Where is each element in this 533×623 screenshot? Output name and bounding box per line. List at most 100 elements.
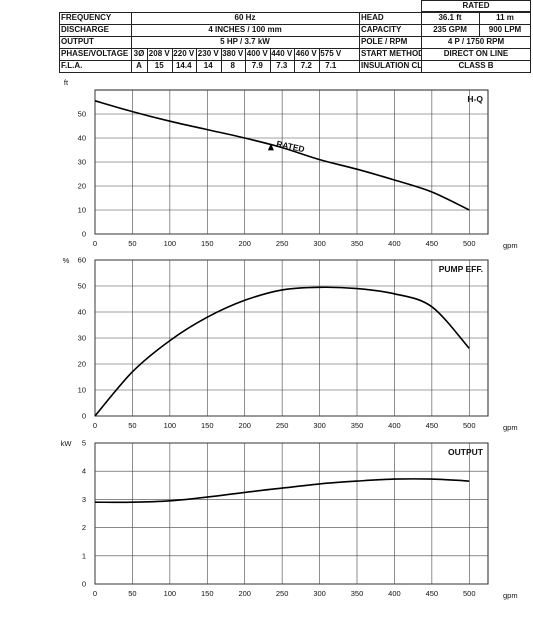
insulation-value: CLASS B	[458, 61, 494, 70]
fla-0: 15	[154, 61, 164, 70]
y-tick-label: 20	[78, 360, 86, 369]
x-axis-unit: gpm	[503, 423, 518, 432]
spec-row: DISCHARGE 4 INCHES / 100 mm CAPACITY 235 GP…	[59, 24, 531, 37]
cell-divider	[269, 48, 271, 60]
voltage-3: 380 V	[222, 49, 244, 58]
y-axis-unit: ft	[64, 78, 69, 87]
pole-label: POLE / RPM	[361, 37, 408, 46]
y-tick-label: 30	[78, 334, 86, 343]
x-tick-label: 150	[201, 239, 214, 248]
chart-title: OUTPUT	[448, 447, 484, 457]
cell-divider	[245, 60, 246, 72]
fla-unit: A	[136, 61, 142, 70]
y-tick-label: 3	[82, 495, 86, 504]
y-tick-label: 50	[78, 110, 86, 119]
x-tick-label: 250	[276, 589, 289, 598]
cell-divider	[59, 12, 60, 24]
y-tick-label: 4	[82, 467, 86, 476]
voltage-5: 440 V	[271, 49, 293, 58]
cell-divider	[196, 60, 197, 72]
x-tick-label: 450	[426, 589, 439, 598]
pole-value: 4 P / 1750 RPM	[447, 37, 505, 46]
x-tick-label: 300	[313, 239, 326, 248]
x-tick-label: 0	[93, 589, 97, 598]
cell-divider	[530, 36, 531, 48]
x-tick-label: 300	[313, 589, 326, 598]
x-tick-label: 250	[276, 239, 289, 248]
cell-divider	[359, 24, 360, 36]
x-tick-label: 0	[93, 239, 97, 248]
frequency-label: FREQUENCY	[61, 13, 112, 22]
voltage-4: 400 V	[246, 49, 268, 58]
rated-header: RATED	[421, 0, 531, 12]
frequency-value: 60 Hz	[234, 13, 256, 22]
x-tick-label: 100	[164, 589, 177, 598]
x-axis-unit: gpm	[503, 591, 518, 600]
y-tick-label: 40	[78, 134, 86, 143]
cell-divider	[131, 36, 132, 48]
y-tick-label: 0	[82, 580, 86, 589]
spec-row: F.L.A. A 15 14.4 14 8 7.9 7.3 7.2 7.1 INSULATION C…	[59, 60, 531, 73]
cell-divider	[318, 60, 320, 72]
cell-divider	[269, 60, 271, 72]
cell-divider	[131, 12, 132, 24]
x-tick-label: 150	[201, 589, 214, 598]
cell-divider	[359, 60, 360, 72]
start-value: DIRECT ON LINE	[443, 49, 509, 58]
cell-divider	[294, 60, 295, 72]
spec-row: PHASE/VOLTAGE 3Ø 208 V 220 V 230 V 380 V 400 V…	[59, 48, 531, 61]
cell-divider	[59, 36, 60, 48]
cell-divider	[318, 48, 320, 60]
cell-divider	[421, 24, 422, 36]
y-tick-label: 0	[82, 230, 86, 239]
spec-border	[59, 12, 531, 72]
y-axis-unit: %	[63, 256, 70, 265]
y-tick-label: 10	[78, 386, 86, 395]
y-tick-label: 30	[78, 158, 86, 167]
x-tick-label: 150	[201, 421, 214, 430]
x-tick-label: 400	[388, 421, 401, 430]
cell-divider	[131, 24, 132, 36]
cell-divider	[220, 60, 222, 72]
series-line	[94, 478, 470, 504]
cell-divider	[131, 60, 132, 72]
y-tick-label: 10	[78, 206, 86, 215]
discharge-label: DISCHARGE	[61, 25, 110, 34]
chart-title: H-Q	[467, 94, 483, 104]
head-m: 11 m	[496, 13, 514, 22]
spec-row: FREQUENCY 60 Hz HEAD 36.1 ft 11 m	[59, 12, 531, 25]
x-tick-label: 500	[463, 421, 476, 430]
x-tick-label: 50	[128, 421, 136, 430]
fla-1: 14.4	[175, 61, 192, 70]
cell-divider	[479, 12, 480, 24]
fla-2: 14	[203, 61, 213, 70]
cell-divider	[479, 24, 480, 36]
start-label: START METHOD	[361, 49, 421, 58]
y-tick-label: 1	[82, 551, 86, 560]
output-value: 5 HP / 3.7 kW	[220, 37, 270, 46]
cell-divider	[59, 60, 60, 72]
discharge-value: 4 INCHES / 100 mm	[208, 25, 282, 34]
y-tick-label: 50	[78, 282, 86, 291]
y-axis-unit: kW	[61, 439, 73, 448]
x-tick-label: 350	[351, 589, 364, 598]
cell-divider	[59, 48, 60, 60]
cell-divider	[59, 24, 60, 36]
x-tick-label: 100	[164, 421, 177, 430]
rated-header-border	[421, 0, 531, 12]
cell-divider	[220, 48, 222, 60]
plot-frame	[94, 442, 489, 585]
x-tick-label: 350	[351, 239, 364, 248]
y-tick-label: 20	[78, 182, 86, 191]
cell-divider	[131, 48, 132, 60]
fla-4: 7.9	[251, 61, 263, 70]
cell-divider	[147, 48, 148, 60]
phase-value: 3Ø	[133, 49, 145, 58]
cell-divider	[171, 48, 173, 60]
series-line	[94, 100, 470, 211]
cell-divider	[530, 12, 531, 24]
series-line	[94, 286, 470, 417]
x-tick-label: 350	[351, 421, 364, 430]
capacity-lpm: 900 LPM	[488, 25, 522, 34]
